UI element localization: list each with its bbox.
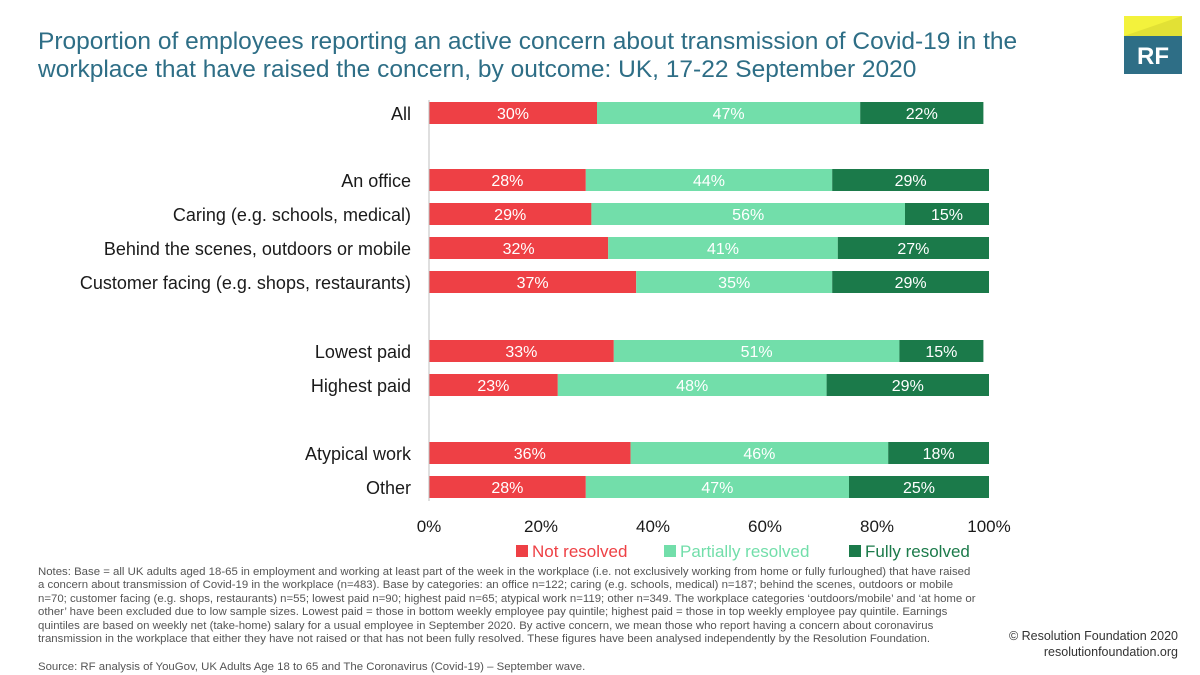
data-label-fully-resolved-highest-paid: 29% (892, 378, 924, 395)
chart-source: Source: RF analysis of YouGov, UK Adults… (38, 661, 586, 673)
bar-fully-resolved-caring-e-g-schools-medical (905, 203, 989, 225)
bar-not-resolved-lowest-paid (429, 340, 614, 362)
x-tick-label-3: 60% (748, 517, 782, 536)
x-tick-label-5: 100% (967, 517, 1010, 536)
data-label-partially-resolved-behind-the-scenes-outdoors-or-mobile: 41% (707, 241, 739, 258)
data-label-partially-resolved-atypical-work: 46% (743, 446, 775, 463)
legend-label-fully-resolved: Fully resolved (865, 542, 970, 561)
category-label-behind-the-scenes-outdoors-or-mobile: Behind the scenes, outdoors or mobile (104, 239, 411, 259)
data-label-fully-resolved-all: 22% (906, 106, 938, 123)
data-label-partially-resolved-highest-paid: 48% (676, 378, 708, 395)
rf-logo: RF (1124, 16, 1182, 74)
legend-label-partially-resolved: Partially resolved (680, 542, 809, 561)
copyright-text: © Resolution Foundation 2020 (1008, 629, 1178, 643)
data-label-fully-resolved-an-office: 29% (895, 173, 927, 190)
x-tick-label-4: 80% (860, 517, 894, 536)
data-label-not-resolved-behind-the-scenes-outdoors-or-mobile: 32% (503, 241, 535, 258)
x-tick-label-2: 40% (636, 517, 670, 536)
data-label-fully-resolved-behind-the-scenes-outdoors-or-mobile: 27% (897, 241, 929, 258)
bar-fully-resolved-customer-facing-e-g-shops-restaurants (832, 271, 989, 293)
bar-not-resolved-caring-e-g-schools-medical (429, 203, 592, 225)
chart-title: Proportion of employees reporting an act… (38, 28, 1018, 83)
data-label-partially-resolved-lowest-paid: 51% (741, 344, 773, 361)
category-label-other: Other (366, 478, 411, 498)
category-label-customer-facing-e-g-shops-restaurants: Customer facing (e.g. shops, restaurants… (80, 273, 411, 293)
data-label-not-resolved-caring-e-g-schools-medical: 29% (494, 207, 526, 224)
bar-fully-resolved-lowest-paid (899, 340, 984, 362)
legend-swatch-partially-resolved (664, 545, 676, 557)
data-label-partially-resolved-an-office: 44% (693, 173, 725, 190)
copyright-block: © Resolution Foundation 2020 resolutionf… (1009, 628, 1178, 660)
data-label-not-resolved-highest-paid: 23% (477, 378, 509, 395)
data-label-partially-resolved-other: 47% (701, 480, 733, 497)
data-label-not-resolved-customer-facing-e-g-shops-restaurants: 37% (517, 275, 549, 292)
data-label-partially-resolved-caring-e-g-schools-medical: 56% (732, 207, 764, 224)
bar-partially-resolved-all (597, 102, 861, 124)
x-tick-label-0: 0% (417, 517, 442, 536)
chart-notes: Notes: Base = all UK adults aged 18-65 i… (38, 566, 979, 646)
bar-not-resolved-highest-paid (429, 374, 558, 396)
bar-partially-resolved-customer-facing-e-g-shops-restaurants (636, 271, 833, 293)
bar-not-resolved-behind-the-scenes-outdoors-or-mobile (429, 237, 609, 259)
bar-fully-resolved-atypical-work (888, 442, 989, 464)
bar-partially-resolved-behind-the-scenes-outdoors-or-mobile (608, 237, 838, 259)
bar-not-resolved-other (429, 476, 586, 498)
bar-fully-resolved-an-office (832, 169, 989, 191)
data-label-not-resolved-lowest-paid: 33% (505, 344, 537, 361)
data-label-fully-resolved-other: 25% (903, 480, 935, 497)
data-label-not-resolved-an-office: 28% (491, 173, 523, 190)
data-label-fully-resolved-lowest-paid: 15% (925, 344, 957, 361)
bar-not-resolved-an-office (429, 169, 586, 191)
category-label-atypical-work: Atypical work (305, 444, 412, 464)
bar-partially-resolved-an-office (585, 169, 833, 191)
data-label-partially-resolved-all: 47% (713, 106, 745, 123)
bar-not-resolved-all (429, 102, 597, 124)
data-label-fully-resolved-caring-e-g-schools-medical: 15% (931, 207, 963, 224)
bar-partially-resolved-lowest-paid (613, 340, 900, 362)
category-label-lowest-paid: Lowest paid (315, 342, 411, 362)
bar-partially-resolved-highest-paid (557, 374, 827, 396)
x-tick-label-1: 20% (524, 517, 558, 536)
bar-fully-resolved-behind-the-scenes-outdoors-or-mobile (837, 237, 989, 259)
category-label-highest-paid: Highest paid (311, 376, 411, 396)
data-label-not-resolved-atypical-work: 36% (514, 446, 546, 463)
website-text: resolutionfoundation.org (1043, 645, 1178, 659)
category-label-an-office: An office (341, 171, 411, 191)
data-label-not-resolved-all: 30% (497, 106, 529, 123)
legend-swatch-fully-resolved (849, 545, 861, 557)
legend-label-not-resolved: Not resolved (532, 542, 627, 561)
data-label-partially-resolved-customer-facing-e-g-shops-restaurants: 35% (718, 275, 750, 292)
legend-swatch-not-resolved (516, 545, 528, 557)
bar-fully-resolved-highest-paid (826, 374, 989, 396)
bar-fully-resolved-other (849, 476, 989, 498)
data-label-fully-resolved-customer-facing-e-g-shops-restaurants: 29% (895, 275, 927, 292)
data-label-fully-resolved-atypical-work: 18% (923, 446, 955, 463)
bar-not-resolved-atypical-work (429, 442, 631, 464)
logo-text: RF (1137, 43, 1169, 70)
bar-fully-resolved-all (860, 102, 984, 124)
logo-accent-shade (1124, 16, 1182, 36)
bar-partially-resolved-other (585, 476, 849, 498)
bar-not-resolved-customer-facing-e-g-shops-restaurants (429, 271, 637, 293)
data-label-not-resolved-other: 28% (491, 480, 523, 497)
category-label-caring-e-g-schools-medical: Caring (e.g. schools, medical) (173, 205, 411, 225)
category-label-all: All (391, 104, 411, 124)
bar-partially-resolved-atypical-work (630, 442, 889, 464)
bar-partially-resolved-caring-e-g-schools-medical (591, 203, 905, 225)
